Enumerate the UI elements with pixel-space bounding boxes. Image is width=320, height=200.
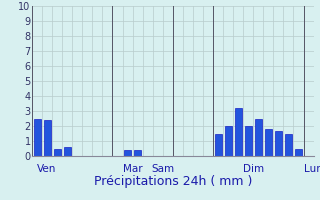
Text: Ven: Ven: [37, 164, 57, 174]
Bar: [214, 134, 221, 156]
Bar: [265, 129, 272, 156]
Bar: [64, 147, 71, 156]
Text: Sam: Sam: [151, 164, 174, 174]
Bar: [245, 126, 252, 156]
Bar: [134, 150, 141, 156]
Bar: [255, 118, 262, 156]
Text: Lun: Lun: [304, 164, 320, 174]
Bar: [34, 118, 41, 156]
Bar: [54, 148, 61, 156]
Bar: [285, 134, 292, 156]
Bar: [235, 108, 242, 156]
Bar: [295, 148, 302, 156]
Text: Dim: Dim: [243, 164, 264, 174]
Bar: [124, 150, 131, 156]
Bar: [275, 130, 282, 156]
Bar: [225, 126, 232, 156]
Text: Mar: Mar: [123, 164, 142, 174]
Text: Précipitations 24h ( mm ): Précipitations 24h ( mm ): [94, 176, 252, 188]
Bar: [44, 120, 51, 156]
